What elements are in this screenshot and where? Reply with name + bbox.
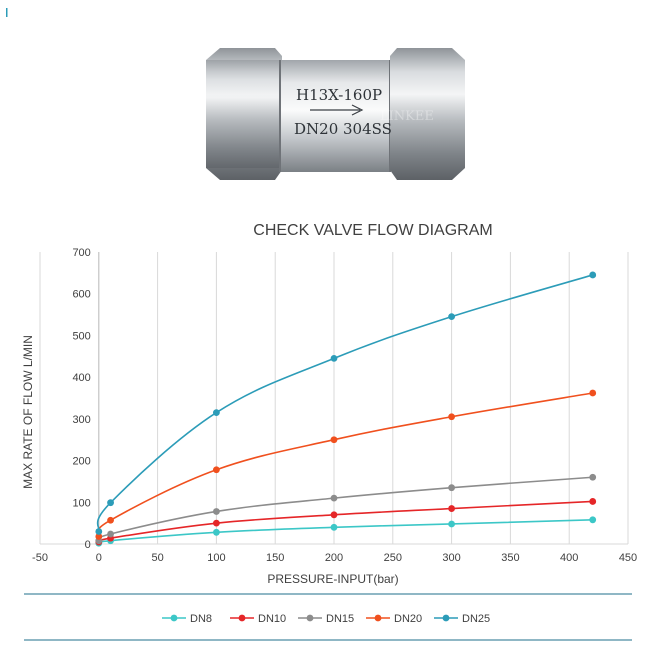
legend-marker-dn20 (374, 614, 382, 622)
data-point-dn15-3 (330, 494, 338, 502)
data-point-dn8-2 (213, 528, 220, 536)
flow-chart: CHECK VALVE FLOW DIAGRAM -50 0 50 100 150 200… (21, 222, 637, 641)
chart-title: CHECK VALVE FLOW DIAGRAM (253, 222, 492, 239)
legend-marker-dn15 (306, 614, 314, 622)
y-tick-label-7: 700 (72, 247, 90, 259)
legend-marker-dn25 (442, 614, 450, 622)
legend-marker-dn8 (170, 614, 178, 622)
y-tick-label-1: 100 (72, 497, 90, 509)
x-tick-label-4: 150 (266, 552, 284, 564)
data-point-dn8-5 (589, 516, 597, 524)
series-lines (96, 274, 593, 544)
legend-label-dn15: DN15 (326, 613, 354, 625)
x-axis-title: PRESSURE-INPUT(bar) (267, 572, 398, 586)
data-point-dn25-5 (589, 271, 597, 279)
x-tick-label-9: 400 (560, 552, 578, 564)
x-tick-label-7: 300 (442, 552, 460, 564)
model-engraving: H13X-160P (296, 86, 382, 104)
y-tick-label-3: 300 (72, 414, 90, 426)
legend-label-dn20: DN20 (394, 613, 422, 625)
data-point-dn15-1 (107, 530, 114, 538)
series-line-dn8 (96, 519, 593, 544)
series-line-dn25 (96, 274, 593, 532)
x-tick-label-6: 250 (384, 552, 402, 564)
y-tick-label-5: 500 (72, 330, 90, 342)
size-engraving: DN20 304SS (294, 120, 392, 138)
y-tick-label-0: 0 (85, 539, 91, 551)
y-axis-title: MAX RATE OF FLOW L/MIN (21, 335, 35, 489)
series-line-dn20 (96, 392, 593, 537)
data-point-dn15-4 (448, 484, 455, 492)
data-point-dn20-0 (95, 533, 103, 540)
legend-marker-dn10 (238, 614, 246, 622)
product-photo: H13X-160P DN20 304SS LINKEE (6, 8, 465, 180)
data-point-dn10-5 (589, 498, 597, 505)
x-tick-label-1: 0 (96, 552, 102, 564)
x-tick-label-8: 350 (501, 552, 519, 564)
x-tick-label-10: 450 (619, 552, 637, 564)
x-tick-label-3: 100 (207, 552, 225, 564)
x-tick-label-5: 200 (325, 552, 343, 564)
data-point-dn25-4 (448, 313, 455, 321)
grid-lines (39, 252, 629, 545)
y-tick-label-6: 600 (72, 289, 90, 301)
data-point-dn25-0 (95, 528, 103, 535)
legend-label-dn8: DN8 (190, 613, 212, 625)
data-point-dn25-2 (213, 409, 220, 416)
data-point-dn25-3 (330, 354, 338, 362)
data-point-dn20-4 (448, 413, 455, 421)
x-tick-label-0: -50 (32, 552, 48, 564)
check-valve-image: H13X-160P DN20 304SS LINKEE (206, 48, 465, 180)
data-point-dn8-4 (448, 520, 455, 528)
data-point-dn15-5 (589, 473, 597, 481)
flow-arrow-icon (310, 104, 364, 116)
data-point-dn8-3 (330, 523, 338, 531)
data-point-dn15-2 (213, 508, 220, 515)
data-point-dn10-3 (330, 511, 338, 519)
data-point-dn20-3 (330, 436, 338, 444)
series-line-dn15 (96, 476, 593, 542)
legend-label-dn25: DN25 (462, 613, 490, 625)
legend-label-dn10: DN10 (258, 613, 286, 625)
x-tick-labels: -50 0 50 100 150 200 250 300 350 400 450 (32, 552, 637, 564)
x-tick-label-2: 50 (151, 552, 163, 564)
y-tick-label-2: 200 (72, 456, 90, 468)
data-point-dn20-5 (589, 389, 597, 397)
series-points (95, 271, 597, 547)
brand-watermark: LINKEE (380, 109, 434, 124)
data-point-dn10-2 (213, 519, 220, 527)
y-tick-label-4: 400 (72, 372, 90, 384)
data-point-dn25-1 (107, 499, 114, 507)
y-tick-labels: 0 100 200 300 400 500 600 700 (72, 247, 90, 551)
edge-marker (6, 8, 8, 17)
data-point-dn20-1 (107, 516, 114, 524)
data-point-dn10-4 (448, 505, 455, 512)
legend: DN8 DN10 DN15 DN20 DN25 (162, 613, 490, 625)
data-point-dn20-2 (213, 466, 220, 474)
